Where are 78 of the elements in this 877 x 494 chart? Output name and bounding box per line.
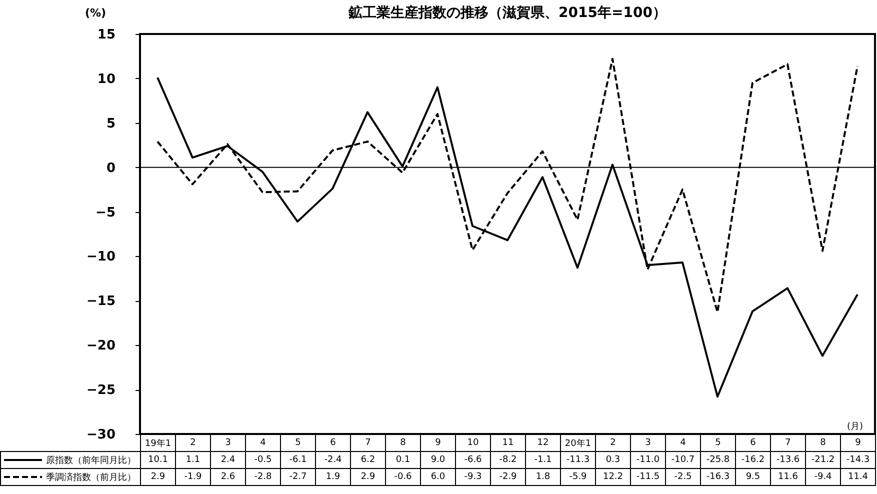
x-tick-label: 10 [456, 434, 490, 452]
y-tick-label: 10 [97, 72, 116, 87]
x-tick-label: 3 [210, 434, 246, 452]
data-label: -8.2 [490, 452, 526, 468]
data-label: -6.1 [280, 452, 316, 468]
x-tick-label: 5 [280, 434, 316, 452]
x-tick-label: 9 [420, 434, 456, 452]
legend-label: 原指数（前年同月比） [0, 452, 140, 468]
data-label: 2.6 [210, 468, 246, 486]
y-tick-label: −25 [86, 383, 116, 398]
data-label: -2.7 [280, 468, 316, 486]
chart-title: 鉱工業生産指数の推移（滋賀県、2015年=100） [347, 4, 668, 22]
annotation: (月) [847, 421, 864, 433]
data-label: 11.4 [840, 468, 876, 486]
data-label: 10.1 [140, 452, 176, 468]
data-label: -6.6 [456, 452, 490, 468]
x-tick-label: 3 [630, 434, 666, 452]
y-tick-label: −10 [86, 250, 116, 265]
x-tick-label: 4 [246, 434, 280, 452]
data-label: -14.3 [840, 452, 876, 468]
data-label: -9.3 [456, 468, 490, 486]
legend-label: 季調済指数（前月比） [0, 468, 140, 486]
y-tick-label: 0 [106, 160, 116, 176]
data-label: 2.9 [140, 468, 176, 486]
data-label: -0.5 [246, 452, 280, 468]
y-tick-label: 5 [106, 116, 116, 132]
x-tick-label: 12 [526, 434, 560, 452]
data-label: -11.5 [630, 468, 666, 486]
x-tick-label: 19年1 [140, 434, 176, 452]
data-label: -16.2 [736, 452, 770, 468]
x-tick-label: 7 [770, 434, 806, 452]
data-label: -11.0 [630, 452, 666, 468]
data-label: 2.9 [350, 468, 386, 486]
x-tick-label: 6 [316, 434, 350, 452]
data-label: -9.4 [806, 468, 840, 486]
x-tick-label: 20年1 [560, 434, 596, 452]
data-label: -0.6 [386, 468, 420, 486]
data-label: 9.0 [420, 452, 456, 468]
x-tick-label: 2 [176, 434, 210, 452]
x-tick-label: 6 [736, 434, 770, 452]
x-tick-label: 5 [700, 434, 736, 452]
y-axis-title: (%) [84, 6, 106, 20]
x-tick-label: 2 [596, 434, 630, 452]
data-label: 9.5 [736, 468, 770, 486]
data-label: -21.2 [806, 452, 840, 468]
data-label: -16.3 [700, 468, 736, 486]
x-tick-label: 11 [490, 434, 526, 452]
data-label: -10.7 [666, 452, 700, 468]
data-label: -5.9 [560, 468, 596, 486]
data-label: -1.9 [176, 468, 210, 486]
data-label: -11.3 [560, 452, 596, 468]
data-label: -2.4 [316, 452, 350, 468]
data-label: -2.9 [490, 468, 526, 486]
y-tick-label: −30 [86, 428, 116, 442]
x-tick-label: 9 [840, 434, 876, 452]
y-tick-label: −5 [96, 205, 116, 220]
x-tick-label: 4 [666, 434, 700, 452]
data-label: -13.6 [770, 452, 806, 468]
y-tick-label: −15 [86, 294, 116, 310]
x-tick-label: 7 [350, 434, 386, 452]
data-label: 1.8 [526, 468, 560, 486]
data-label: 1.1 [176, 452, 210, 468]
data-label: 2.4 [210, 452, 246, 468]
y-tick-label: 15 [97, 28, 116, 42]
data-label: 0.3 [596, 452, 630, 468]
data-label: 6.0 [420, 468, 456, 486]
data-label: 12.2 [596, 468, 630, 486]
data-label: -2.5 [666, 468, 700, 486]
x-tick-label: 8 [386, 434, 420, 452]
data-label: 11.6 [770, 468, 806, 486]
data-label: 1.9 [316, 468, 350, 486]
data-label: -1.1 [526, 452, 560, 468]
data-label: 6.2 [350, 452, 386, 468]
x-tick-label: 8 [806, 434, 840, 452]
data-label: 0.1 [386, 452, 420, 468]
data-label: -2.8 [246, 468, 280, 486]
y-tick-label: −20 [86, 338, 116, 354]
data-label: -25.8 [700, 452, 736, 468]
